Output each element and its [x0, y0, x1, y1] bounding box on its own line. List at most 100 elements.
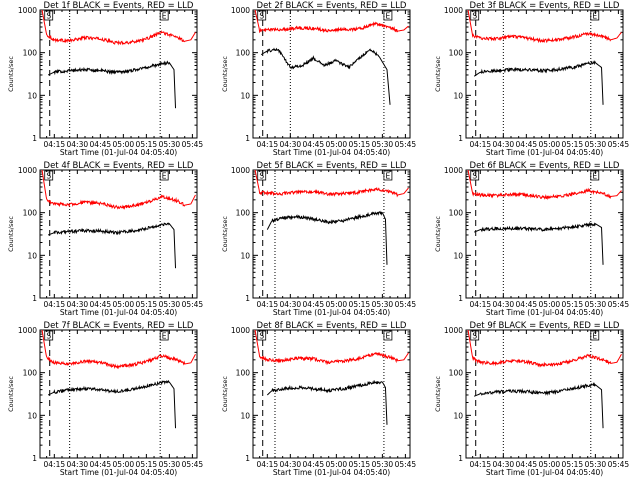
- events-series-line: [473, 60, 604, 105]
- y-tick-label: 1000: [444, 166, 463, 175]
- x-tick-label: 04:30: [67, 300, 89, 309]
- y-axis-label: Counts/sec: [7, 376, 15, 412]
- y-tick-label: 1000: [444, 6, 463, 15]
- panel-title: Det 7f BLACK = Events, RED = LLD: [44, 321, 194, 331]
- x-tick-label: 05:00: [539, 140, 561, 149]
- y-tick-label: 1: [458, 454, 463, 463]
- x-tick-label: 05:30: [585, 460, 607, 469]
- panel-title: Det 3f BLACK = Events, RED = LLD: [470, 1, 620, 11]
- y-axis-label: Counts/sec: [221, 216, 229, 252]
- start-marker-box: [470, 330, 480, 341]
- start-marker-box: [470, 10, 480, 21]
- panel-title: Det 5f BLACK = Events, RED = LLD: [257, 161, 407, 171]
- y-tick-label: 1000: [18, 326, 37, 335]
- x-axis-label: Start Time (01-Jul-04 04:05:40): [273, 468, 390, 477]
- y-tick-label: 100: [449, 49, 464, 58]
- plot-frame: [39, 9, 198, 139]
- x-tick-label: 05:30: [159, 300, 181, 309]
- y-tick-label: 10: [240, 411, 250, 420]
- x-axis-label: Start Time (01-Jul-04 04:05:40): [486, 468, 603, 477]
- y-tick-label: 10: [27, 251, 37, 260]
- x-tick-label: 04:45: [90, 140, 112, 149]
- lld-series-line: [41, 329, 196, 370]
- x-tick-label: 04:15: [257, 140, 279, 149]
- y-axis-label: Counts/sec: [221, 376, 229, 412]
- y-tick-label: 1: [32, 454, 37, 463]
- events-series-line: [473, 221, 604, 265]
- y-tick-label: 1: [32, 134, 37, 143]
- x-tick-label: 05:45: [395, 140, 417, 149]
- plot-frame: [252, 9, 411, 139]
- start-marker-box: [470, 170, 480, 181]
- x-tick-label: 04:15: [470, 140, 492, 149]
- x-tick-label: 05:15: [562, 300, 584, 309]
- x-tick-label: 04:30: [280, 460, 302, 469]
- x-tick-label: 05:45: [608, 460, 630, 469]
- end-marker-box: [590, 10, 600, 21]
- plot-frame: [252, 329, 411, 459]
- y-tick-label: 1: [458, 294, 463, 303]
- x-tick-label: 05:00: [113, 300, 135, 309]
- plot-frame: [39, 169, 198, 299]
- events-series-line: [473, 382, 604, 429]
- x-tick-label: 04:30: [67, 140, 89, 149]
- end-marker-box: [159, 170, 169, 181]
- x-tick-label: 04:45: [516, 460, 538, 469]
- panel-title: Det 6f BLACK = Events, RED = LLD: [470, 161, 620, 171]
- end-marker-box: [383, 170, 393, 181]
- y-tick-label: 100: [236, 209, 251, 218]
- panel-title: Det 4f BLACK = Events, RED = LLD: [44, 161, 194, 171]
- y-tick-label: 1: [245, 294, 250, 303]
- x-tick-label: 05:45: [608, 140, 630, 149]
- x-tick-label: 04:15: [44, 300, 66, 309]
- x-tick-label: 04:15: [257, 460, 279, 469]
- x-axis-label: Start Time (01-Jul-04 04:05:40): [486, 148, 603, 157]
- x-tick-label: 05:30: [372, 300, 394, 309]
- x-tick-label: 05:00: [326, 300, 348, 309]
- x-tick-label: 05:15: [136, 300, 158, 309]
- x-tick-label: 05:30: [585, 140, 607, 149]
- lld-series-line: [467, 169, 622, 201]
- x-tick-label: 04:45: [303, 300, 325, 309]
- lld-series-line: [254, 9, 409, 34]
- plot-frame: [465, 9, 624, 139]
- start-marker-label: S: [259, 172, 264, 181]
- x-tick-label: 05:00: [326, 460, 348, 469]
- x-tick-label: 05:30: [372, 460, 394, 469]
- start-marker-label: S: [46, 12, 51, 21]
- y-axis-label: Counts/sec: [7, 56, 15, 92]
- start-marker-box: [44, 170, 54, 181]
- end-marker-label: E: [386, 172, 391, 181]
- panel-2: Det 2f BLACK = Events, RED = LLD 1 10 100 10…: [221, 1, 416, 157]
- y-tick-label: 100: [23, 369, 38, 378]
- panel-title: Det 8f BLACK = Events, RED = LLD: [257, 321, 407, 331]
- x-tick-label: 05:45: [182, 300, 204, 309]
- y-axis-label: Counts/sec: [221, 56, 229, 92]
- x-tick-label: 05:45: [395, 300, 417, 309]
- y-tick-label: 1000: [18, 166, 37, 175]
- x-tick-label: 04:30: [67, 460, 89, 469]
- x-tick-label: 04:15: [257, 300, 279, 309]
- x-tick-label: 05:15: [562, 460, 584, 469]
- start-marker-label: S: [472, 172, 477, 181]
- panel-7: Det 7f BLACK = Events, RED = LLD 1 10 100 10…: [7, 321, 203, 477]
- end-marker-box: [383, 10, 393, 21]
- x-tick-label: 04:15: [44, 140, 66, 149]
- lld-series-line: [254, 169, 409, 198]
- x-tick-label: 04:30: [280, 140, 302, 149]
- x-tick-label: 04:30: [280, 300, 302, 309]
- y-tick-label: 1000: [231, 6, 250, 15]
- x-tick-label: 04:45: [90, 460, 112, 469]
- x-tick-label: 05:45: [395, 460, 417, 469]
- lld-series-line: [467, 9, 622, 44]
- plot-frame: [39, 329, 198, 459]
- x-tick-label: 05:00: [326, 140, 348, 149]
- events-series-line: [47, 379, 177, 429]
- x-tick-label: 05:15: [136, 140, 158, 149]
- y-tick-label: 100: [449, 209, 464, 218]
- y-axis-label: Counts/sec: [434, 376, 442, 412]
- start-marker-box: [257, 330, 267, 341]
- x-tick-label: 05:15: [562, 140, 584, 149]
- x-tick-label: 04:30: [493, 300, 515, 309]
